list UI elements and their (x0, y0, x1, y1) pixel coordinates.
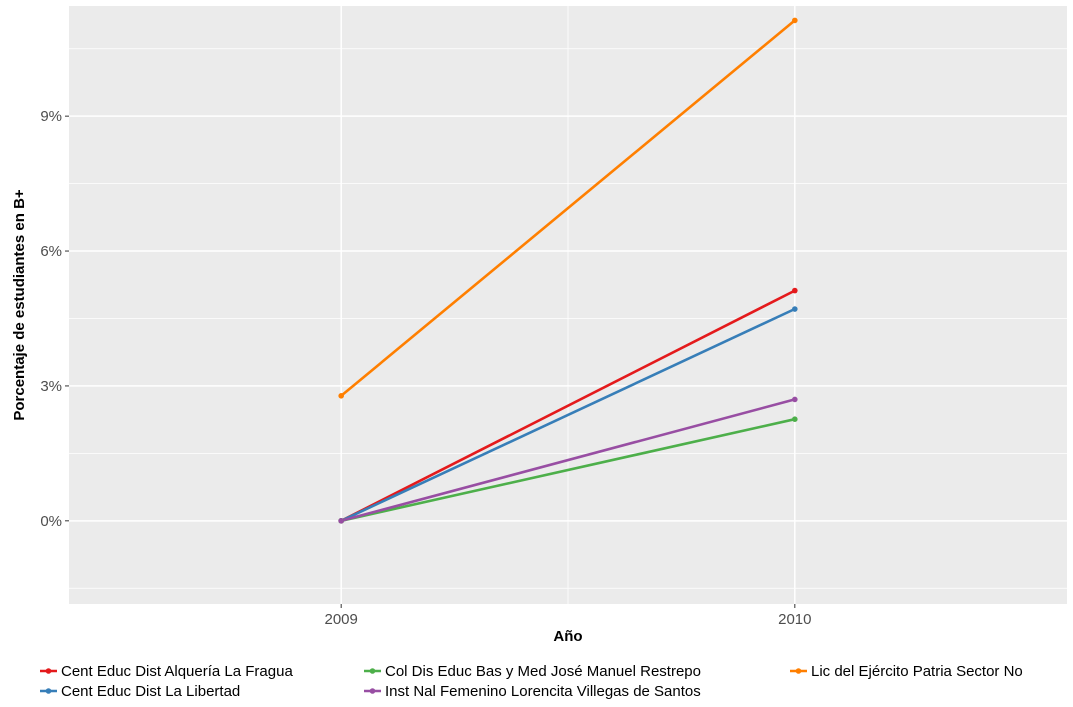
series-line (340, 307, 796, 522)
data-point (338, 393, 344, 399)
y-axis-ticks: 0% 3% 6% 9% (40, 108, 69, 530)
data-point (792, 287, 798, 294)
series-layer (338, 17, 798, 524)
legend-key-point (45, 688, 52, 694)
legend-label: Col Dis Educ Bas y Med José Manuel Restr… (385, 663, 701, 680)
legend-key-point (369, 668, 376, 674)
series-line (340, 19, 796, 397)
y-axis-title: Porcentaje de estudiantes en B+ (11, 189, 28, 421)
x-tick-label: 2009 (324, 611, 357, 628)
data-point (792, 396, 798, 403)
legend-label: Cent Educ Dist Alquería La Fragua (61, 663, 293, 680)
legend: Cent Educ Dist Alquería La Fragua Cent Ed… (40, 663, 1023, 700)
x-axis-ticks: 2009 2010 (324, 604, 812, 628)
legend-label: Inst Nal Femenino Lorencita Villegas de … (385, 683, 701, 700)
data-point (792, 416, 798, 423)
series-line (340, 289, 796, 522)
y-tick-label: 3% (40, 378, 62, 395)
y-tick-label: 9% (40, 108, 62, 125)
x-axis-title: Año (553, 628, 582, 645)
legend-key-point (369, 688, 376, 694)
grid-major (69, 6, 1067, 604)
data-point (338, 518, 344, 524)
y-tick-label: 0% (40, 513, 62, 530)
legend-label: Lic del Ejército Patria Sector No (811, 663, 1023, 680)
grid-minor (69, 6, 1067, 604)
y-tick-label: 6% (40, 243, 62, 260)
data-point (792, 17, 798, 24)
legend-key-point (795, 668, 802, 674)
legend-key-point (45, 668, 52, 674)
legend-label: Cent Educ Dist La Libertad (61, 683, 240, 700)
series-line (340, 398, 796, 523)
series-line (340, 417, 796, 523)
x-tick-label: 2010 (778, 611, 811, 628)
data-point (792, 306, 798, 312)
